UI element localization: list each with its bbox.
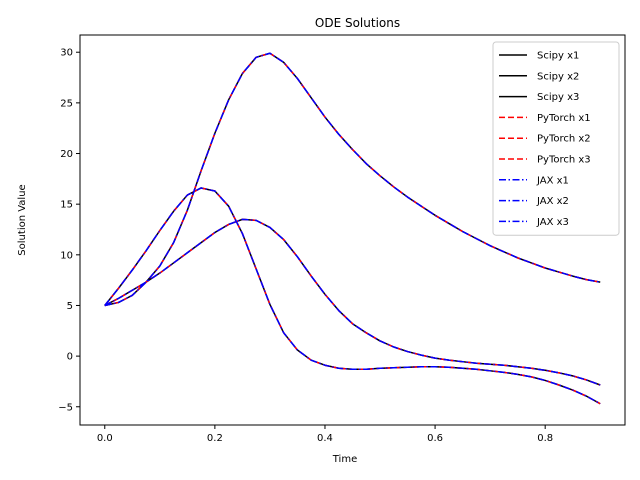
y-tick-label: 30 bbox=[60, 48, 73, 59]
y-tick-label: 10 bbox=[60, 250, 73, 261]
legend-label: Scipy x2 bbox=[537, 71, 579, 82]
x-tick-label: 0.6 bbox=[427, 433, 443, 444]
legend-label: PyTorch x2 bbox=[537, 134, 591, 145]
legend-label: PyTorch x3 bbox=[537, 155, 591, 166]
series-line-pytorch-x3 bbox=[104, 218, 601, 386]
plot-area bbox=[104, 52, 601, 405]
legend: Scipy x1 Scipy x2 Scipy x3 PyTorch x1 PyTorc… bbox=[492, 41, 620, 236]
y-tick-label: 0 bbox=[67, 352, 73, 363]
y-axis-label: Solution Value bbox=[17, 184, 28, 255]
y-tick-label: 5 bbox=[67, 301, 73, 312]
y-tick-label: 20 bbox=[60, 149, 73, 160]
series-line-pytorch-x2 bbox=[104, 52, 601, 307]
x-tick-label: 0.2 bbox=[207, 433, 223, 444]
x-axis-label: Time bbox=[332, 454, 357, 465]
chart-title: ODE Solutions bbox=[315, 16, 400, 30]
y-axis-ticks: −5 0 5 10 15 20 25 30 bbox=[58, 48, 80, 413]
legend-label: Scipy x3 bbox=[537, 92, 579, 103]
legend-label: Scipy x1 bbox=[537, 51, 579, 62]
axes-frame bbox=[79, 34, 626, 426]
x-tick-label: 0.0 bbox=[97, 433, 113, 444]
y-tick-label: −5 bbox=[58, 402, 73, 413]
x-axis-ticks: 0.0 0.2 0.4 0.6 0.8 bbox=[97, 425, 553, 444]
series-line-jax-x2 bbox=[104, 52, 601, 307]
y-tick-label: 25 bbox=[60, 98, 73, 109]
series-line-jax-x1 bbox=[104, 187, 601, 405]
legend-label: JAX x2 bbox=[536, 196, 569, 207]
legend-label: PyTorch x1 bbox=[537, 113, 591, 124]
legend-box bbox=[492, 41, 620, 236]
series-line-jax-x3 bbox=[104, 218, 601, 386]
x-tick-label: 0.4 bbox=[317, 433, 333, 444]
y-tick-label: 15 bbox=[60, 200, 73, 211]
legend-label: JAX x3 bbox=[536, 217, 569, 228]
legend-label: JAX x1 bbox=[536, 175, 569, 186]
x-tick-label: 0.8 bbox=[537, 433, 553, 444]
